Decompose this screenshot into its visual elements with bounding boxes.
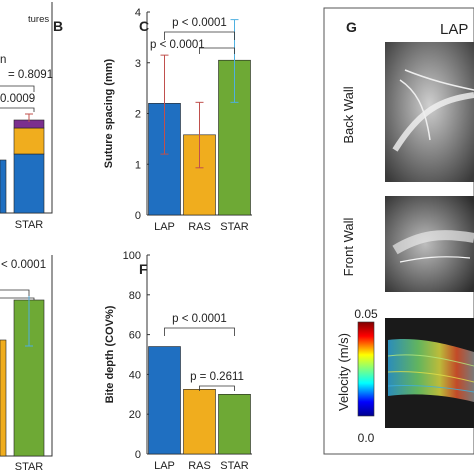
chart-suture-spacing: C 0 1 2 3 4 Suture spacing (mm) LAP RAS STAR p < … [103, 7, 252, 233]
panel-b-bar-lap [0, 159, 7, 214]
panel-b-tick-star: STAR [15, 219, 44, 231]
chart-f-pvalue: p = 0.2611 [190, 371, 244, 383]
chart-f-bar-lap [148, 346, 181, 455]
panel-e-tick-star: STAR [15, 461, 44, 473]
chart-f-bracket [164, 327, 235, 336]
chart-c-xtick-star: STAR [220, 221, 249, 233]
chart-f-ytick-label: 0 [135, 449, 141, 461]
panel-b-bar-star-blue [13, 153, 45, 214]
panel-g: G LAP Back Wall Front Wall 0.05 0.0 Velo… [323, 7, 474, 455]
chart-c-ytick-label: 1 [135, 159, 141, 171]
chart-f-ytick-label: 100 [123, 250, 141, 262]
chart-c-xtick-ras: RAS [188, 221, 211, 233]
panel-g-frame [323, 7, 474, 455]
chart-c-xtick-lap: LAP [154, 221, 175, 233]
panel-b-bar-star-orange [13, 127, 45, 155]
colorbar-label: Velocity (m/s) [336, 333, 351, 411]
panel-b-fragment: n [0, 54, 6, 66]
panel-g-title: LAP [440, 21, 468, 38]
panel-c-letter: C [139, 18, 149, 34]
chart-f-ytick-label: 60 [129, 330, 141, 342]
chart-f-bar-star [218, 393, 251, 455]
chart-f-ytick-label: 80 [129, 290, 141, 302]
chart-f-ytick-label: 40 [129, 369, 141, 381]
chart-f-ytick-label: 20 [129, 409, 141, 421]
chart-bite-depth: F 0 20 40 60 80 100 Bite depth (COV%) LAP RAS STA… [104, 250, 252, 472]
chart-f-xtick-ras: RAS [188, 460, 211, 472]
panel-b-pvalue-2: 0.0009 [0, 93, 35, 105]
chart-c-ylabel: Suture spacing (mm) [103, 58, 115, 168]
chart-c-ytick-label: 4 [135, 7, 141, 19]
chart-c-bracket [199, 47, 235, 54]
panel-g-letter: G [346, 19, 357, 35]
panel-e: < 0.0001 STAR [0, 255, 53, 473]
colorbar-max: 0.05 [354, 307, 378, 321]
chart-f-ylabel: Bite depth (COV%) [104, 305, 116, 403]
chart-c-ytick-label: 0 [135, 210, 141, 222]
chart-f-xtick-star: STAR [220, 460, 249, 472]
chart-f-bar-ras [183, 389, 216, 455]
chart-c-bracket [164, 31, 235, 40]
chart-c-pvalue: p < 0.0001 [172, 17, 227, 29]
panel-f-letter: F [139, 261, 148, 277]
panel-b-pvalue-1: = 0.8091 [8, 69, 53, 81]
panel-e-pvalue: < 0.0001 [1, 259, 46, 271]
chart-f-pvalue: p < 0.0001 [172, 313, 227, 325]
legend-fragment: tures [28, 14, 49, 25]
front-wall-label: Front Wall [341, 218, 356, 277]
chart-f-bracket [199, 385, 235, 391]
chart-c-pvalue: p < 0.0001 [150, 39, 205, 51]
back-wall-label: Back Wall [341, 86, 356, 143]
chart-c-ytick-label: 3 [135, 58, 141, 70]
velocity-colorbar [357, 321, 375, 417]
chart-c-ytick-label: 2 [135, 109, 141, 121]
chart-f-xtick-lap: LAP [154, 460, 175, 472]
panel-e-bar-ras [0, 339, 7, 457]
colorbar-min: 0.0 [358, 431, 375, 445]
panel-b-letter: B [53, 18, 63, 34]
panel-b: tures B n = 0.8091 0.0009 STAR [0, 2, 63, 231]
